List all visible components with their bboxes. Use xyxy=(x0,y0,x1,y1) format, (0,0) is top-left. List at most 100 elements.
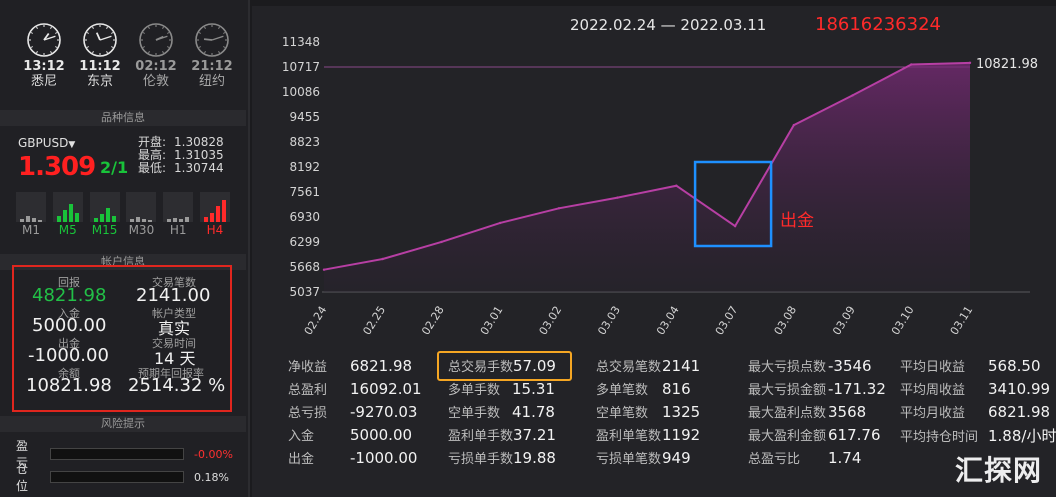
equity-chart-panel: 11348 10717 10086 9455 8823 8192 7561 6930 6299 5… xyxy=(252,6,1056,497)
stat-col3-4: 亏损单笔数 949 xyxy=(596,448,691,467)
stat-col5-2: 平均月收益 6821.98 xyxy=(900,402,1050,421)
stat-value: 15.31 xyxy=(512,380,555,398)
highlight-box-total-lots xyxy=(437,351,572,381)
stat-value: 16092.01 xyxy=(350,380,422,398)
data-point xyxy=(675,184,678,187)
stat-col4-1: 最大亏损金额 -171.32 xyxy=(748,379,886,398)
x-tick-label: 03.11 xyxy=(948,304,976,338)
signal-bars-icon xyxy=(126,192,157,222)
x-tick-label: 03.04 xyxy=(654,304,682,338)
acct-type-value: 真实 xyxy=(158,319,191,338)
y-tick-label: 8823 xyxy=(289,135,320,149)
watermark-logo: 汇探网 xyxy=(954,454,1042,487)
signal-bars-icon xyxy=(89,192,120,222)
signal-bars-icon xyxy=(163,192,194,222)
stat-key: 平均周收益 xyxy=(900,383,966,398)
stat-value: 6821.98 xyxy=(350,357,413,375)
stat-key: 最大亏损点数 xyxy=(748,360,827,375)
trades-value: 2141.00 xyxy=(136,285,211,306)
timeframe-m30[interactable]: M30 xyxy=(126,192,157,237)
stat-col3-0: 总交易笔数 2141 xyxy=(596,356,700,375)
stat-key: 总交易手数 xyxy=(448,360,514,375)
withdraw-value: -1000.00 xyxy=(28,345,109,366)
stat-key: 最大盈利点数 xyxy=(748,406,827,421)
date-range: 2022.02.24 — 2022.03.11 xyxy=(570,16,767,34)
stat-value: -3546 xyxy=(828,357,872,375)
return-value: 4821.98 xyxy=(32,285,107,306)
stat-col3-3: 盈利单笔数 1192 xyxy=(596,425,700,444)
equity-area xyxy=(324,62,970,292)
data-point xyxy=(968,61,972,65)
x-tick-label: 02.25 xyxy=(360,304,388,338)
data-point xyxy=(851,94,854,97)
stat-key: 平均日收益 xyxy=(900,360,966,375)
withdraw-annotation: 出金 xyxy=(780,211,814,231)
stat-col4-0: 最大亏损点数 -3546 xyxy=(748,356,872,375)
signal-bars-icon xyxy=(16,192,46,222)
y-tick-label: 6299 xyxy=(289,235,320,249)
price-overlay: 2/1 xyxy=(100,158,129,177)
stat-value: 3568 xyxy=(828,403,867,421)
clock-icon xyxy=(139,23,173,57)
timeframe-h4[interactable]: H4 xyxy=(199,192,230,237)
stat-value: 617.76 xyxy=(828,426,881,444)
data-point xyxy=(440,240,443,244)
risk-value: -0.00% xyxy=(194,447,233,461)
stat-col5-1: 平均周收益 3410.99 xyxy=(900,379,1050,398)
stat-col5-3: 平均持仓时间 1.88/小时 xyxy=(900,425,1056,446)
clock-city: 悉尼 xyxy=(30,74,57,89)
stat-key: 盈利单手数 xyxy=(448,429,514,444)
data-point xyxy=(733,224,737,228)
stat-col4-2: 最大盈利点数 3568 xyxy=(748,402,866,421)
clock-2: 02:12 伦敦 xyxy=(130,22,182,90)
x-tick-label: 03.08 xyxy=(771,304,799,338)
timeframe-m5[interactable]: M5 xyxy=(52,192,83,237)
timeframe-row: M1 M5 M15 M30 H1 H4 xyxy=(16,192,230,237)
stat-col1-2: 总亏损 -9270.03 xyxy=(288,402,417,421)
ohl-row: 开盘: 1.30828 xyxy=(138,136,224,149)
timeframe-m1[interactable]: M1 xyxy=(16,192,46,237)
x-tick-label: 02.24 xyxy=(302,304,330,338)
stat-key: 出金 xyxy=(288,452,315,467)
data-point xyxy=(557,207,561,210)
timeframe-label: H1 xyxy=(169,223,187,237)
stat-value: 57.09 xyxy=(513,357,556,375)
timeframe-h1[interactable]: H1 xyxy=(163,192,194,237)
stat-key: 亏损单手数 xyxy=(448,452,514,467)
stat-key: 亏损单笔数 xyxy=(596,452,662,467)
stat-key: 最大亏损金额 xyxy=(748,383,827,398)
ohl-value: 1.30828 xyxy=(174,135,224,149)
clock-city: 东京 xyxy=(86,74,113,89)
trade-time-label: 交易时间 xyxy=(152,337,196,350)
symbol-selector[interactable]: GBPUSD▼ xyxy=(18,136,75,150)
stat-key: 平均持仓时间 xyxy=(900,430,979,445)
clock-icon xyxy=(83,23,117,57)
timeframe-label: M5 xyxy=(58,223,77,237)
y-tick-label: 5668 xyxy=(289,260,320,274)
stat-key: 总盈利 xyxy=(288,383,328,398)
ohl-panel: 开盘: 1.30828 最高: 1.31035 最低: 1.30744 xyxy=(138,136,224,175)
stat-col4-4: 总盈亏比 1.74 xyxy=(748,448,861,467)
data-point xyxy=(792,123,796,127)
stat-col2-4: 亏损单手数 19.88 xyxy=(448,448,556,467)
ohl-row: 最高: 1.31035 xyxy=(138,149,224,162)
stat-key: 入金 xyxy=(288,429,315,444)
withdraw-label: 出金 xyxy=(58,337,80,350)
y-tick-label: 6930 xyxy=(289,210,320,224)
stat-value: 1325 xyxy=(662,403,701,421)
x-tick-label: 03.01 xyxy=(478,304,506,338)
ohl-value: 1.31035 xyxy=(174,148,224,162)
stat-value: 5000.00 xyxy=(350,426,413,444)
risk-label: 盈亏 xyxy=(16,439,35,470)
clock-time: 02:12 xyxy=(135,59,177,74)
clock-time: 21:12 xyxy=(191,59,233,74)
y-tick-label: 10086 xyxy=(282,85,320,99)
left-panel: 13:12 悉尼 11:12 东京 02:12 伦敦 21:12 纽约 品种信息 GBPUSD… xyxy=(0,0,250,497)
clock-time: 11:12 xyxy=(79,59,121,74)
stat-value: 949 xyxy=(662,449,691,467)
data-point xyxy=(498,221,502,225)
timeframe-m15[interactable]: M15 xyxy=(89,192,120,237)
deposit-value: 5000.00 xyxy=(32,315,107,336)
account-panel: 回报 4821.98 交易笔数 2141.00 入金 5000.00 帐户类型 … xyxy=(12,265,232,412)
stat-value: 41.78 xyxy=(512,403,555,421)
